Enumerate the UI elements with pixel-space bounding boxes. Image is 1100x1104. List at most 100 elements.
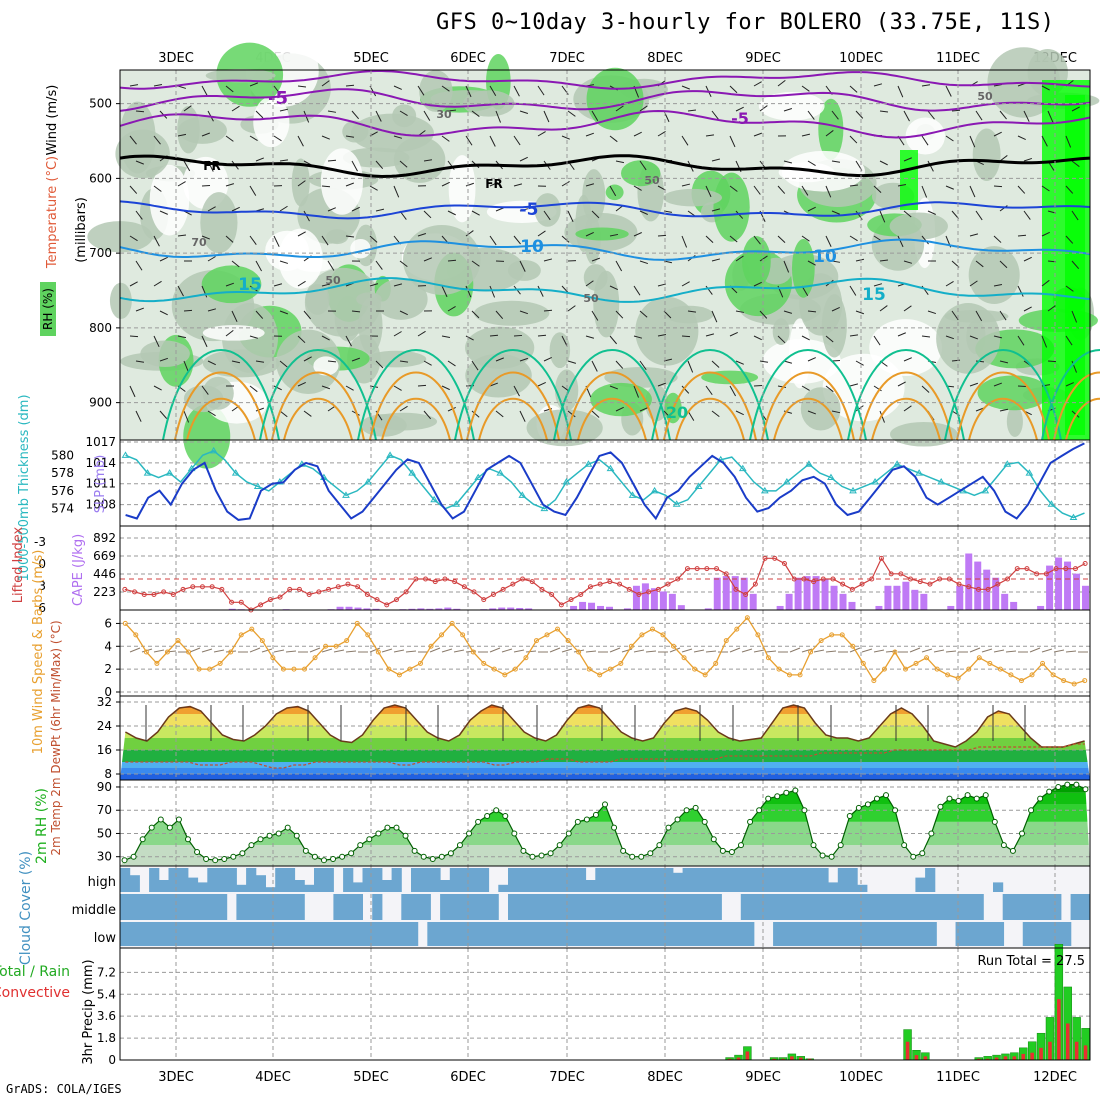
rh2m-point bbox=[539, 853, 544, 858]
wind-barb-10m bbox=[586, 651, 596, 652]
wind-barb-10m bbox=[934, 650, 944, 652]
rh-shading bbox=[392, 104, 416, 127]
cloud-cell bbox=[353, 894, 363, 920]
cloud-cell bbox=[489, 894, 499, 920]
cloud-cell bbox=[475, 922, 485, 946]
rh2m-point bbox=[503, 814, 508, 819]
rh2m-point bbox=[485, 814, 490, 819]
wind-barb-10m bbox=[814, 650, 824, 652]
rh2m-point bbox=[167, 825, 172, 830]
rh-shading bbox=[973, 129, 1001, 181]
cloud-row-label: middle bbox=[72, 903, 116, 918]
rh2m-point bbox=[231, 854, 236, 859]
cloud-cell bbox=[508, 868, 518, 892]
rh-shading bbox=[342, 121, 368, 143]
rh2m-point bbox=[621, 848, 626, 853]
rh-shading bbox=[822, 294, 847, 357]
contour-label: 70 bbox=[191, 236, 207, 249]
cloud-cell bbox=[543, 922, 553, 946]
cloud-cell bbox=[917, 922, 927, 946]
cloud-cell bbox=[586, 894, 596, 920]
cloud-cell bbox=[295, 894, 305, 920]
cloud-cell bbox=[479, 894, 489, 920]
cape-bar bbox=[714, 578, 721, 610]
rh2m-point bbox=[312, 854, 317, 859]
rh2m-point bbox=[639, 854, 644, 859]
precip-convective-bar bbox=[915, 1055, 919, 1060]
cloud-cell bbox=[898, 922, 908, 946]
cloud-cell bbox=[456, 922, 466, 946]
cloud-cell bbox=[324, 868, 334, 892]
cloud-cell bbox=[683, 868, 693, 892]
cloud-cell bbox=[1051, 894, 1061, 920]
thickness-tick-label: 578 bbox=[51, 466, 74, 480]
rh2m-point bbox=[149, 825, 154, 830]
rh2m-point bbox=[775, 794, 780, 799]
rh2m-point bbox=[684, 808, 689, 813]
precip-convective-bar bbox=[790, 1056, 794, 1060]
wind-barb-10m bbox=[526, 651, 536, 652]
cloud-cell bbox=[1071, 894, 1081, 920]
wind-barb bbox=[202, 185, 210, 186]
wind10-frame bbox=[120, 610, 1090, 696]
precip-frame bbox=[120, 948, 1090, 1060]
cloud-cell bbox=[964, 894, 974, 920]
cloud-cell bbox=[1080, 894, 1090, 920]
cloud-cell bbox=[1023, 922, 1033, 946]
cape-bar bbox=[920, 594, 927, 610]
cloud-cell bbox=[706, 922, 716, 946]
cloud-cell bbox=[466, 922, 476, 946]
rh2m-point bbox=[376, 831, 381, 836]
y-tick-label: 800 bbox=[89, 321, 112, 335]
rh2m-point bbox=[1074, 782, 1079, 787]
wind10-axis-label: 10m Wind Speed & Barbs (m/s) bbox=[31, 550, 46, 755]
cape-bar bbox=[570, 606, 577, 610]
rh2m-point bbox=[893, 808, 898, 813]
cloud-cell bbox=[751, 894, 761, 920]
cape-bar bbox=[1010, 602, 1017, 610]
cloud-cell bbox=[285, 868, 295, 892]
wind-barb-10m bbox=[394, 650, 404, 652]
cloud-cell bbox=[773, 922, 783, 946]
cloud-cell bbox=[518, 894, 528, 920]
cloud-cell bbox=[850, 922, 860, 946]
cloud-cell bbox=[831, 922, 841, 946]
cloud-cell bbox=[925, 894, 935, 920]
cloud-cell bbox=[130, 922, 140, 946]
cloud-cell bbox=[360, 922, 370, 946]
cloud-cell bbox=[809, 894, 819, 920]
rh2m-point bbox=[521, 848, 526, 853]
cloud-cell bbox=[149, 868, 159, 892]
cloud-cell bbox=[411, 868, 421, 892]
cloud-cell bbox=[523, 922, 533, 946]
cloud-cell bbox=[275, 868, 285, 892]
cloud-cell bbox=[168, 922, 178, 946]
cloud-cell bbox=[639, 922, 649, 946]
date-label-bottom: 12DEC bbox=[1033, 1070, 1077, 1085]
wind-barb-10m bbox=[706, 651, 716, 652]
cloud-cell bbox=[741, 868, 751, 892]
cloud-cell bbox=[896, 894, 906, 920]
cloud-cell bbox=[504, 922, 514, 946]
cloud-cell bbox=[624, 868, 634, 892]
wind-barb-10m bbox=[982, 649, 992, 652]
wind-barb-10m bbox=[1054, 650, 1064, 652]
cloud-cell bbox=[760, 894, 770, 920]
cape-bar bbox=[633, 586, 640, 610]
cloud-cell bbox=[341, 922, 351, 946]
rh2m-point bbox=[1056, 784, 1061, 789]
cloud-cell bbox=[495, 922, 505, 946]
wind-barb-10m bbox=[742, 649, 752, 652]
y-tick-label: 24 bbox=[97, 719, 112, 733]
cloud-cell bbox=[975, 922, 985, 946]
cloud-cell bbox=[1003, 894, 1013, 920]
contour-label: 20 bbox=[666, 403, 688, 422]
cloud-cell bbox=[692, 868, 702, 892]
cloud-cell bbox=[343, 868, 353, 892]
cloud-cell bbox=[139, 894, 149, 920]
date-label-bottom: 7DEC bbox=[549, 1070, 585, 1085]
cloud-cell bbox=[906, 894, 916, 920]
cloud-cell bbox=[731, 868, 741, 892]
